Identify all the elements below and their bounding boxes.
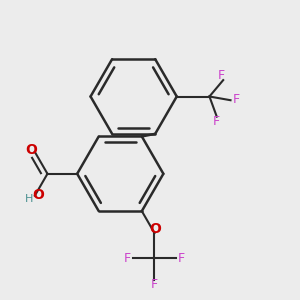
Text: O: O [25,143,37,158]
Text: F: F [218,69,225,82]
Text: F: F [124,252,131,265]
Text: F: F [232,93,239,106]
Text: F: F [213,115,220,128]
Text: F: F [151,278,158,292]
Text: F: F [178,252,185,265]
Text: O: O [149,222,161,236]
Text: H: H [25,194,33,204]
Text: O: O [32,188,44,202]
